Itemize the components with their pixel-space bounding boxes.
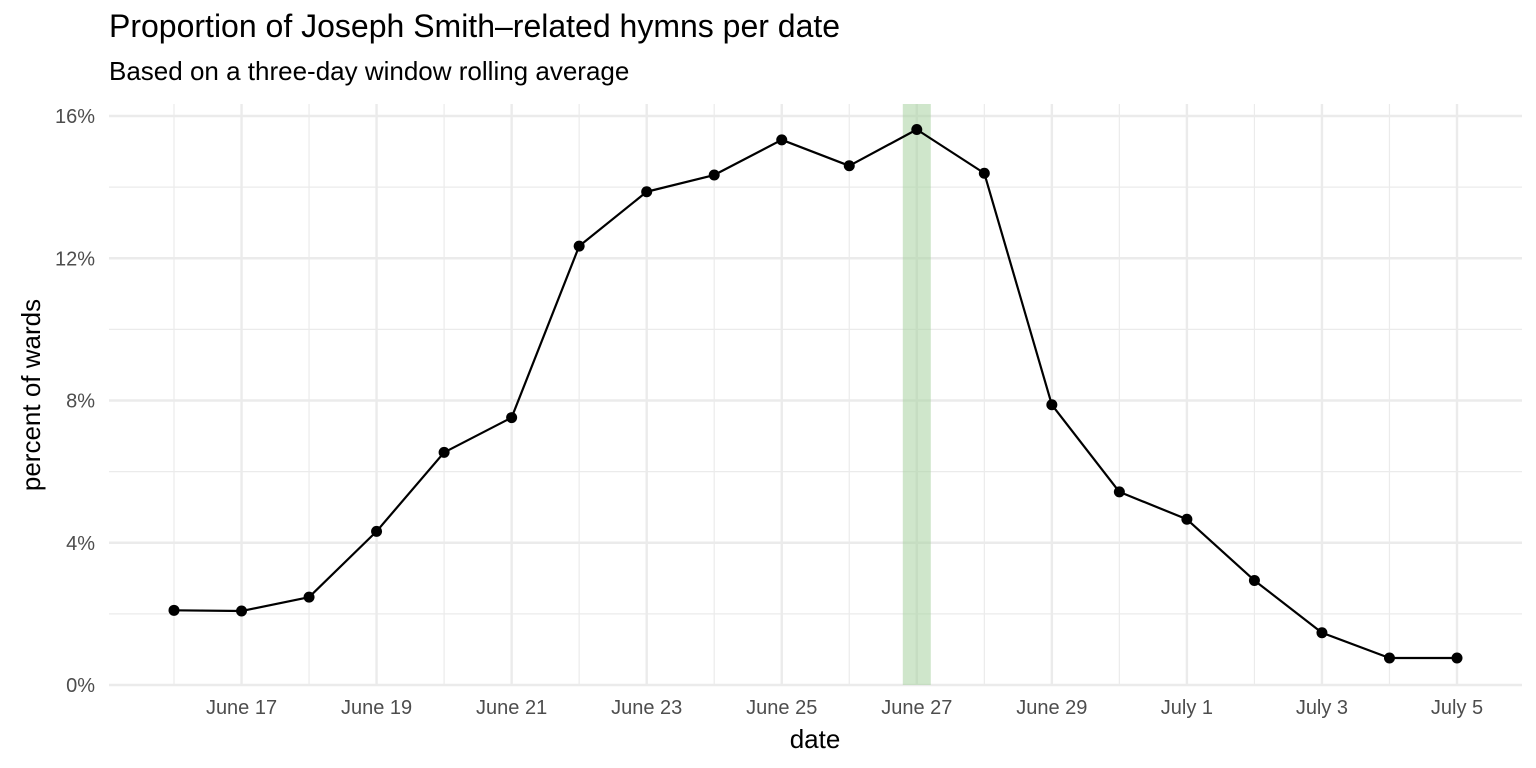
x-axis-ticks: June 17 June 19 June 21 June 23 June 25 June …	[206, 697, 1483, 719]
data-point	[843, 160, 855, 172]
data-point	[641, 186, 653, 198]
y-tick-label: 0%	[66, 675, 95, 697]
x-tick-label: July 3	[1296, 697, 1348, 719]
minor-gridlines	[109, 104, 1522, 685]
data-point	[573, 240, 585, 252]
data-points-layer	[168, 124, 1463, 664]
x-tick-label: June 19	[341, 697, 412, 719]
x-tick-label: June 17	[206, 697, 277, 719]
data-point	[168, 604, 180, 616]
chart-subtitle: Based on a three-day window rolling aver…	[109, 56, 630, 86]
y-tick-label: 16%	[55, 106, 95, 128]
y-axis-ticks: 0% 4% 8% 12% 16%	[55, 106, 95, 697]
highlight-band-layer	[902, 104, 931, 685]
y-tick-label: 12%	[55, 248, 95, 270]
x-tick-label: June 27	[881, 697, 952, 719]
x-tick-label: June 21	[476, 697, 547, 719]
highlight-band	[902, 104, 931, 685]
x-tick-label: July 1	[1161, 697, 1213, 719]
x-axis-title: date	[790, 724, 841, 754]
x-tick-label: July 5	[1431, 697, 1483, 719]
data-point	[1383, 652, 1395, 664]
series-line-layer	[173, 128, 1457, 660]
data-point	[1046, 399, 1058, 411]
data-point	[776, 134, 788, 146]
data-point	[1248, 574, 1260, 586]
data-point	[1451, 652, 1463, 664]
x-tick-label: June 29	[1016, 697, 1087, 719]
data-point	[506, 412, 518, 424]
data-point	[1113, 486, 1125, 498]
series-line	[173, 128, 1457, 660]
x-tick-label: June 23	[611, 697, 682, 719]
y-tick-label: 8%	[66, 391, 95, 413]
data-point	[303, 591, 315, 603]
chart-title: Proportion of Joseph Smith–related hymns…	[109, 8, 841, 44]
data-point	[911, 124, 923, 136]
data-point	[708, 169, 720, 181]
data-point	[1316, 627, 1328, 639]
data-point	[1181, 513, 1193, 525]
data-point	[438, 446, 450, 458]
data-point	[978, 167, 990, 179]
y-tick-label: 4%	[66, 533, 95, 555]
y-axis-title: percent of wards	[16, 299, 46, 491]
data-point	[236, 605, 248, 617]
x-tick-label: June 25	[746, 697, 817, 719]
major-gridlines	[109, 104, 1522, 687]
data-point	[371, 525, 383, 537]
